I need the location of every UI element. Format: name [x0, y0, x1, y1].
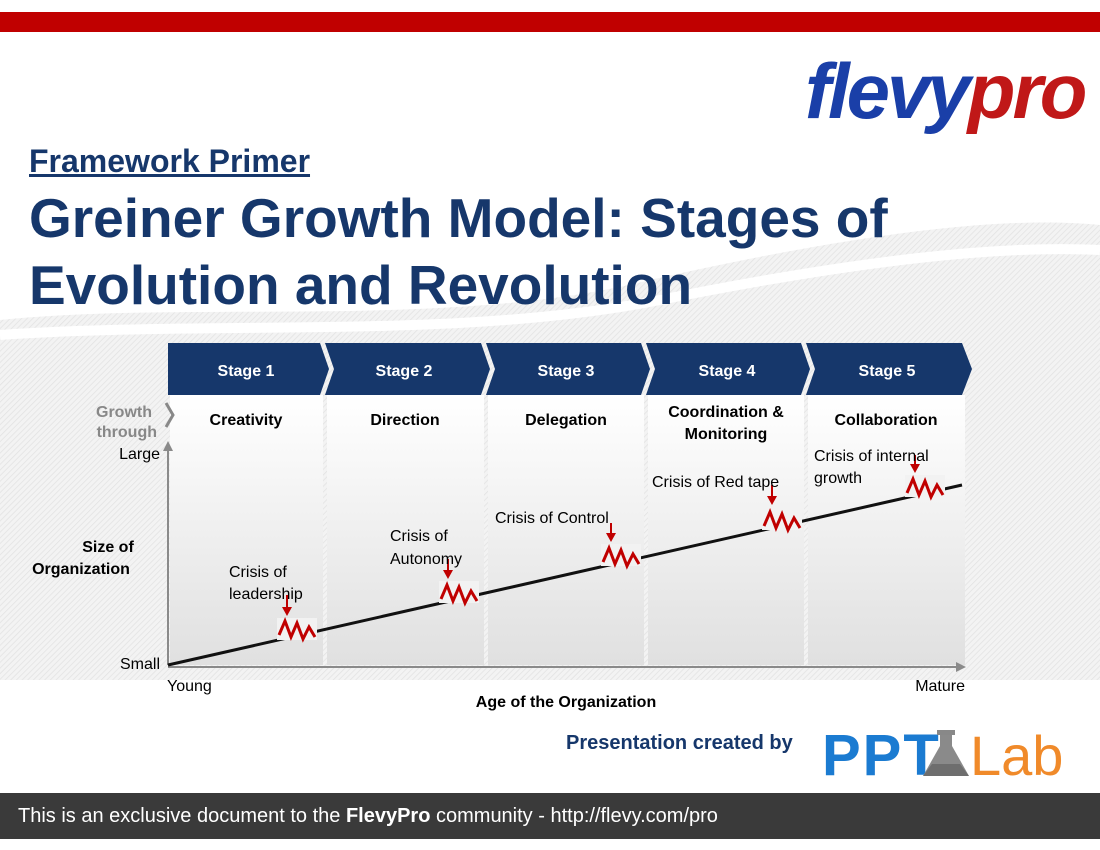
stage-chevron-3 [486, 343, 650, 395]
growth-label-1: Creativity [210, 412, 283, 429]
flask-icon [923, 730, 969, 776]
crisis-arrow-4-icon [767, 485, 777, 505]
crisis-label-5b: growth [814, 470, 862, 487]
crisis-zigzag-5 [905, 474, 945, 501]
crisis-zigzag-3 [601, 543, 641, 570]
logo-pro: pro [967, 47, 1088, 135]
y-axis-title-1: Size of [82, 539, 134, 556]
footer-text-post: community - http://flevy.com/pro [430, 805, 718, 827]
stage-label-2: Stage 2 [376, 363, 433, 380]
growth-label-4b: Monitoring [685, 426, 768, 443]
framework-kicker: Framework Primer [29, 143, 311, 179]
growth-label-5: Collaboration [834, 412, 937, 429]
footer-text-brand: FlevyPro [345, 805, 431, 827]
growth-label-2: Direction [370, 412, 439, 429]
credit-text: Presentation created by [566, 732, 793, 754]
top-accent-bar [0, 12, 1100, 32]
x-axis-title: Age of the Organization [476, 694, 656, 711]
stage-chevron-1 [168, 343, 329, 395]
stage-column-2 [327, 395, 484, 665]
pptlab-logo: PPT Lab [822, 723, 1063, 784]
x-axis-left-label: Young [167, 678, 212, 695]
growth-label-3: Delegation [525, 412, 607, 429]
growth-chevron-icon [164, 402, 175, 428]
footer-text: This is an exclusive document to the Fle… [18, 793, 718, 839]
crisis-label-5a: Crisis of internal [814, 448, 929, 465]
greiner-diagram: Stage 1 Stage 2 Stage 3 Stage 4 Stage 5 … [32, 343, 972, 711]
crisis-label-4: Crisis of Red tape [652, 474, 779, 491]
crisis-label-2b: Autonomy [390, 551, 462, 568]
x-axis-right-label: Mature [915, 678, 965, 695]
page-title: Greiner Growth Model: Stages of Evolutio… [29, 187, 888, 316]
crisis-arrow-5-icon [910, 455, 920, 473]
crisis-zigzag-4 [762, 507, 802, 534]
crisis-zigzag-2 [439, 580, 479, 607]
y-axis-arrow-icon [163, 441, 173, 451]
stage-chevron-2 [325, 343, 490, 395]
y-axis-title-2: Organization [32, 561, 130, 578]
stage-chevron-4 [646, 343, 810, 395]
pptlab-logo-lab: Lab [970, 724, 1063, 784]
y-axis-top-label: Large [119, 446, 160, 463]
x-axis-arrow-icon [956, 662, 966, 672]
crisis-arrow-3-icon [606, 523, 616, 542]
y-axis-bottom-label: Small [120, 656, 160, 673]
stage-label-4: Stage 4 [699, 363, 756, 380]
crisis-arrow-2-icon [443, 559, 453, 579]
stage-column-3 [488, 395, 644, 665]
growth-through-label-2: through [97, 424, 157, 441]
stage-label-1: Stage 1 [218, 363, 275, 380]
stage-label-5: Stage 5 [859, 363, 916, 380]
crisis-label-2a: Crisis of [390, 528, 448, 545]
growth-through-label-1: Growth [96, 404, 152, 421]
flevypro-logo: flevypro [805, 47, 1088, 135]
growth-label-4a: Coordination & [668, 404, 784, 421]
crisis-arrow-1-icon [282, 595, 292, 616]
stage-column-5 [808, 395, 965, 665]
footer-text-pre: This is an exclusive document to the [18, 805, 346, 827]
crisis-label-1b: leadership [229, 586, 303, 603]
stage-label-3: Stage 3 [538, 363, 595, 380]
crisis-zigzag-1 [277, 616, 317, 643]
stage-chevron-5 [806, 343, 972, 395]
crisis-label-3: Crisis of Control [495, 510, 609, 527]
crisis-label-1a: Crisis of [229, 564, 287, 581]
logo-flevy: flevy [805, 47, 971, 135]
footer-bar: This is an exclusive document to the Fle… [0, 793, 1100, 839]
pptlab-logo-ppt: PPT [822, 723, 941, 784]
